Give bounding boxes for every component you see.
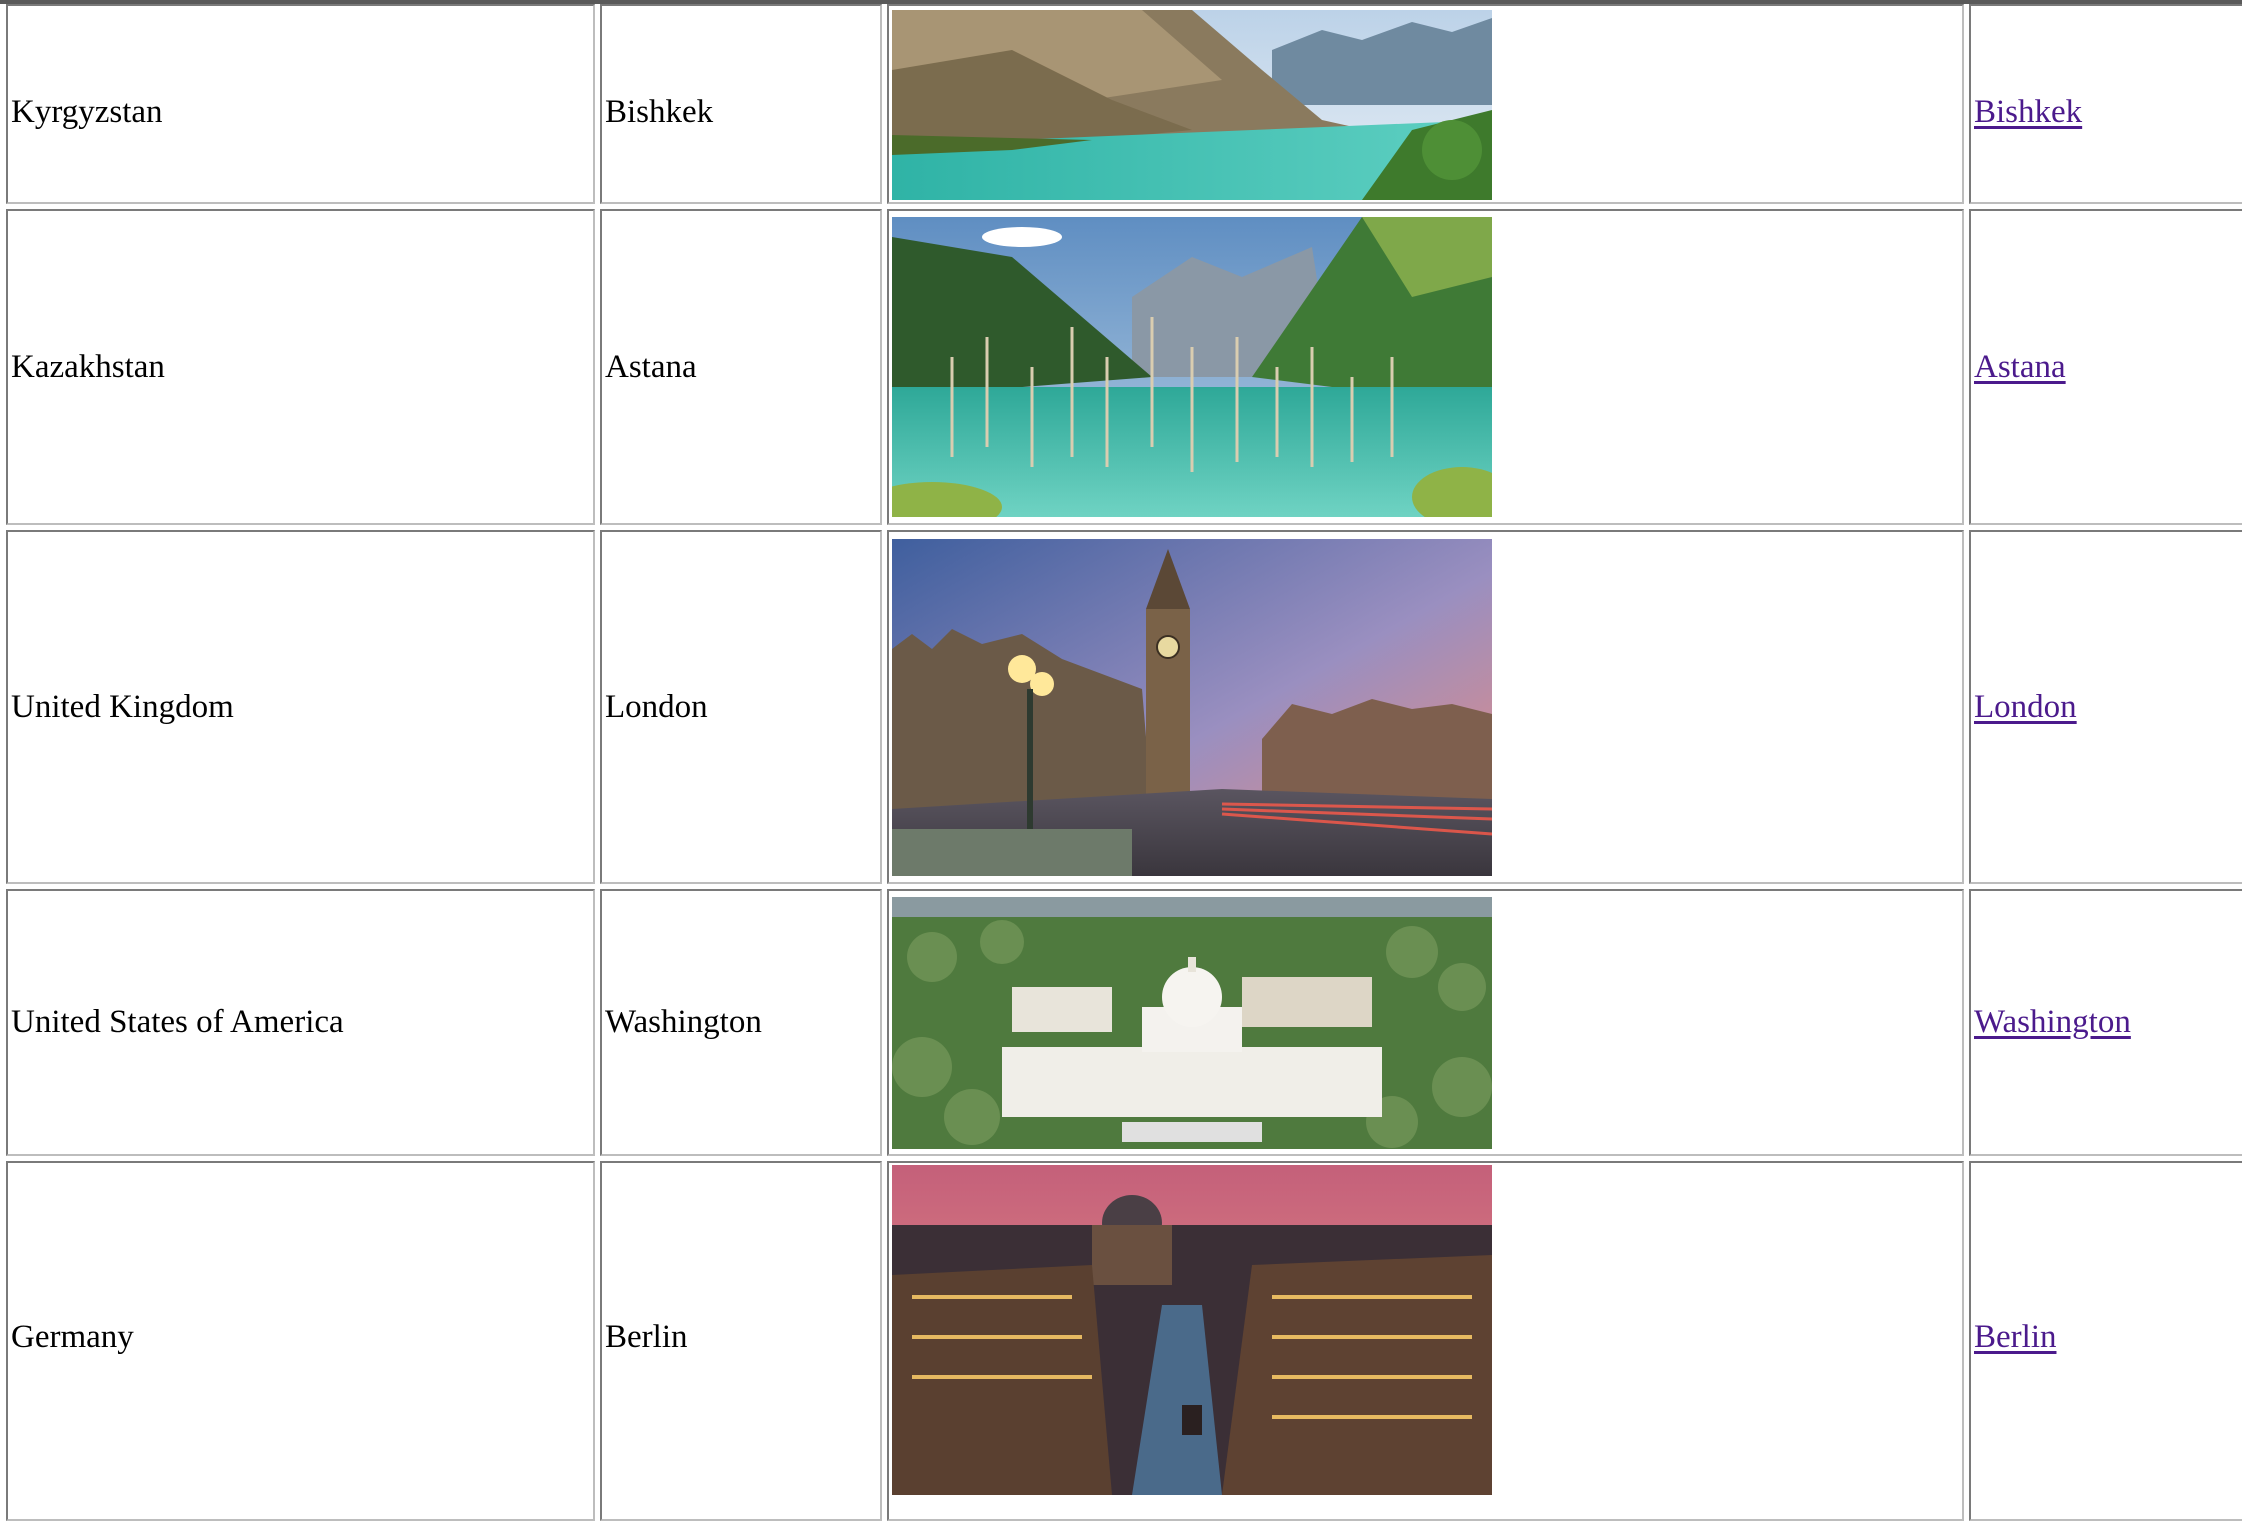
image-cell <box>887 1161 1964 1521</box>
table-row: United Kingdom London <box>6 530 2242 884</box>
country-name: United States of America <box>11 1004 344 1040</box>
table-row: Kazakhstan Astana <box>6 209 2242 525</box>
country-name: United Kingdom <box>11 688 234 725</box>
capitol-photo <box>892 896 1492 1149</box>
country-cell: Germany <box>6 1161 595 1521</box>
table-row: United States of America Washington <box>6 889 2242 1156</box>
country-cell: United States of America <box>6 889 595 1156</box>
capital-cell: London <box>600 530 882 884</box>
mountain-lake-photo <box>892 10 1492 200</box>
image-cell <box>887 889 1964 1156</box>
country-cell: Kazakhstan <box>6 209 595 525</box>
image-cell <box>887 4 1964 204</box>
big-ben-photo <box>892 538 1492 876</box>
capital-cell: Berlin <box>600 1161 882 1521</box>
capital-link-astana[interactable]: Astana <box>1974 348 2066 385</box>
country-name: Kyrgyzstan <box>11 93 163 130</box>
country-name: Kazakhstan <box>11 348 165 385</box>
capital-name: Washington <box>605 1004 762 1040</box>
link-cell: Astana <box>1969 209 2242 525</box>
capital-name: London <box>605 688 708 725</box>
capital-name: Berlin <box>605 1319 688 1355</box>
window-top-edge <box>0 0 2242 4</box>
capital-name: Astana <box>605 348 697 385</box>
capital-link-bishkek[interactable]: Bishkek <box>1974 93 2083 130</box>
image-cell <box>887 209 1964 525</box>
link-cell: London <box>1969 530 2242 884</box>
capital-link-london[interactable]: London <box>1974 688 2077 725</box>
country-cell: United Kingdom <box>6 530 595 884</box>
country-cell: Kyrgyzstan <box>6 4 595 204</box>
link-cell: Washington <box>1969 889 2242 1156</box>
capital-cell: Bishkek <box>600 4 882 204</box>
capital-link-berlin[interactable]: Berlin <box>1974 1319 2057 1355</box>
capital-cell: Astana <box>600 209 882 525</box>
country-name: Germany <box>11 1319 134 1355</box>
table-row: Kyrgyzstan Bishkek <box>6 4 2242 204</box>
link-cell: Bishkek <box>1969 4 2242 204</box>
capital-cell: Washington <box>600 889 882 1156</box>
berlin-cathedral-photo <box>892 1165 1492 1495</box>
kaindy-lake-photo <box>892 217 1492 517</box>
capital-name: Bishkek <box>605 93 714 130</box>
link-cell: Berlin <box>1969 1161 2242 1521</box>
capital-link-washington[interactable]: Washington <box>1974 1004 2131 1040</box>
image-cell <box>887 530 1964 884</box>
table-row: Germany Berlin <box>6 1161 2242 1521</box>
